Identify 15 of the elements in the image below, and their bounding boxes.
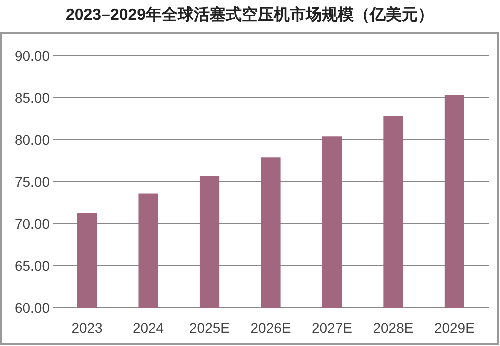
x-tick-label: 2026E (250, 320, 292, 336)
x-tick-label: 2025E (190, 320, 230, 336)
y-tick-label: 80.00 (14, 132, 50, 148)
x-tick-label: 2028E (373, 320, 414, 336)
y-tick-label: 85.00 (14, 90, 50, 106)
x-tick-label: 2024 (132, 320, 164, 336)
y-tick-label: 65.00 (14, 258, 50, 274)
y-tick-label: 75.00 (14, 174, 50, 190)
x-tick-label: 2027E (312, 320, 352, 336)
chart-title: 2023–2029年全球活塞式空压机市场规模（亿美元） (66, 5, 434, 24)
x-tick-label: 2029E (434, 320, 475, 336)
y-tick-label: 70.00 (14, 216, 50, 232)
x-tick-label: 2023 (72, 320, 104, 336)
y-tick-label: 90.00 (14, 48, 50, 64)
y-tick-label: 60.00 (14, 300, 50, 316)
